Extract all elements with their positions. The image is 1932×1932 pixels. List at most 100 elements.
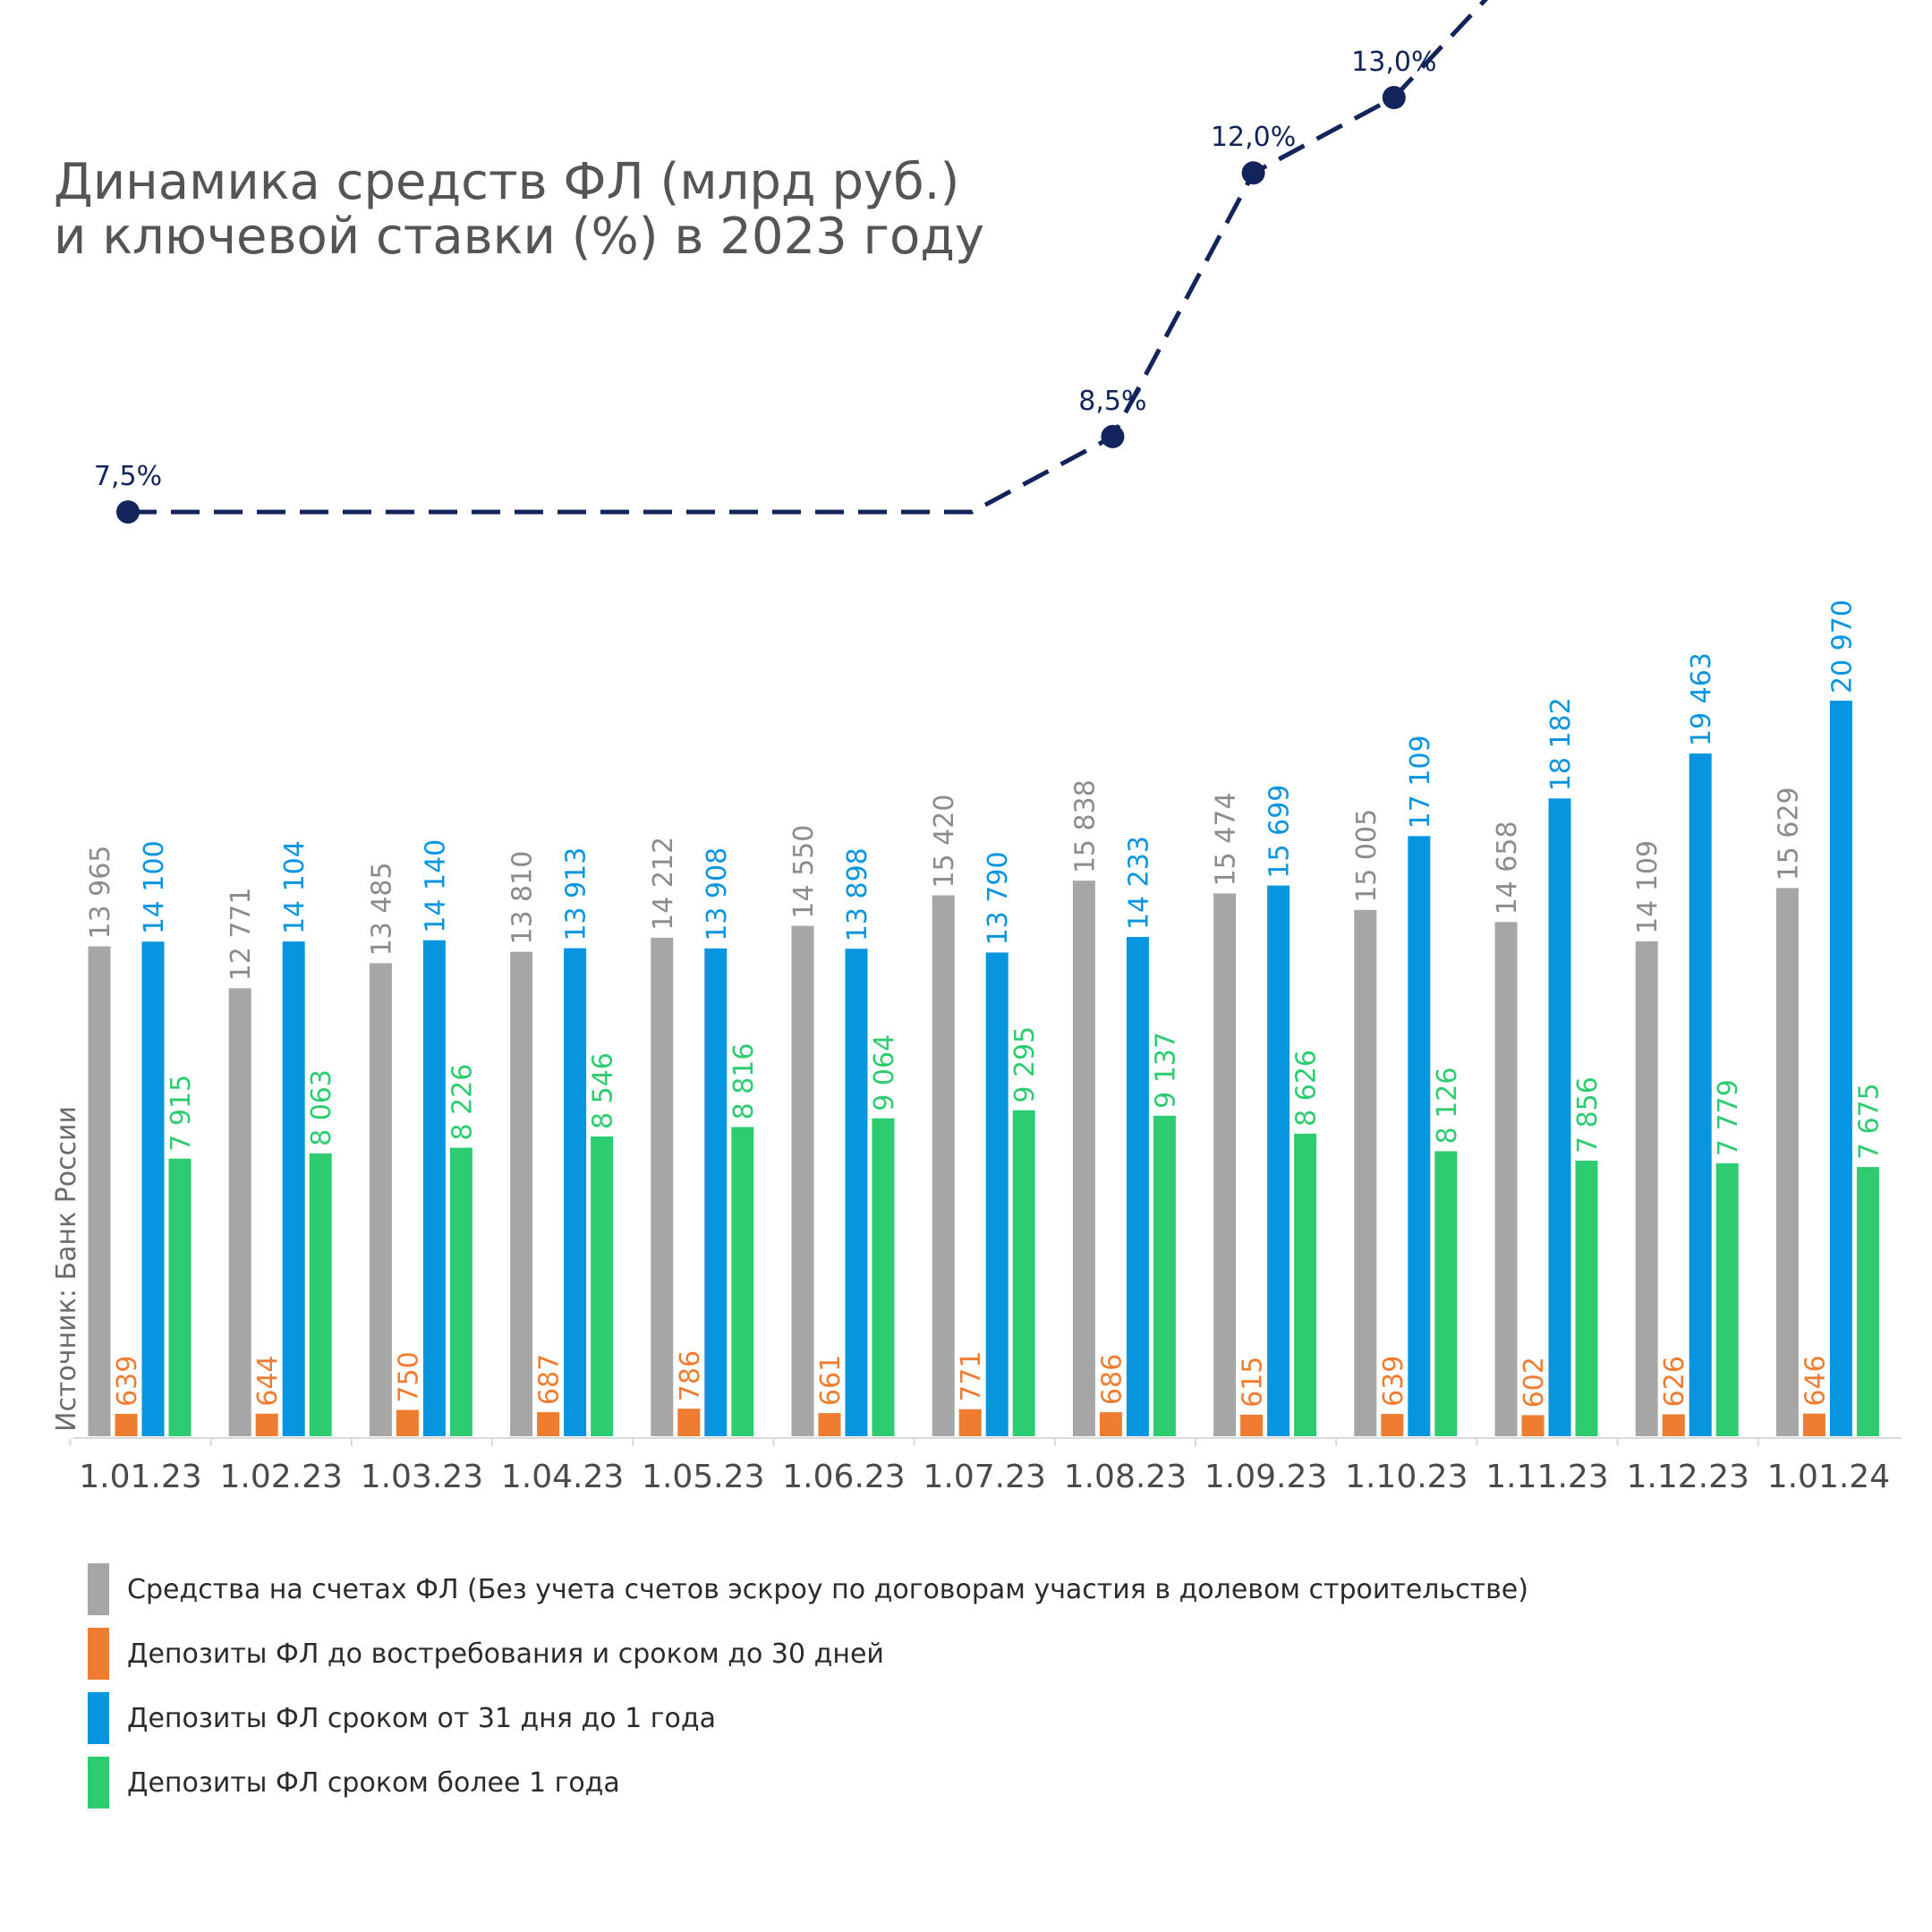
value-label-long-3: 8 546 <box>588 1052 619 1129</box>
key-rate-label-7: 8,5% <box>1078 386 1146 417</box>
value-label-accounts-3: 13 810 <box>507 851 539 945</box>
value-label-accounts-10: 14 658 <box>1492 821 1523 915</box>
value-label-short-5: 13 898 <box>842 847 873 941</box>
legend-swatch-gray <box>88 1563 109 1615</box>
value-label-accounts-12: 15 629 <box>1773 787 1804 881</box>
bar-long-1 <box>309 1153 332 1436</box>
bar-short-11 <box>1689 753 1712 1436</box>
value-label-long-11: 7 779 <box>1713 1079 1744 1156</box>
bar-short-8 <box>1267 885 1290 1436</box>
value-label-accounts-4: 14 212 <box>648 837 679 931</box>
value-label-short-9: 17 109 <box>1405 735 1436 829</box>
value-label-long-1: 8 063 <box>306 1069 337 1146</box>
bar-demand-5 <box>818 1413 841 1436</box>
bar-accounts-5 <box>791 925 814 1436</box>
value-label-short-3: 13 913 <box>561 847 592 941</box>
bar-short-10 <box>1548 798 1571 1436</box>
bar-accounts-2 <box>369 963 392 1436</box>
value-label-demand-3: 687 <box>534 1354 566 1405</box>
legend-label-long-deposits: Депозиты ФЛ сроком более 1 года <box>127 1766 620 1799</box>
value-label-long-12: 7 675 <box>1853 1083 1885 1160</box>
bar-accounts-8 <box>1213 893 1237 1436</box>
value-label-demand-1: 644 <box>252 1355 284 1406</box>
x-tick-label-5: 1.06.23 <box>782 1459 905 1495</box>
value-label-long-5: 9 064 <box>869 1034 900 1111</box>
legend-item-long-deposits: Депозиты ФЛ сроком более 1 года <box>88 1750 1528 1815</box>
bar-demand-2 <box>396 1409 419 1436</box>
value-label-demand-2: 750 <box>393 1351 424 1402</box>
value-label-long-9: 8 126 <box>1432 1068 1463 1145</box>
value-label-short-12: 20 970 <box>1826 600 1858 694</box>
key-rate-label-0: 7,5% <box>94 461 162 492</box>
bar-long-4 <box>731 1127 754 1436</box>
key-rate-marker-8 <box>1241 161 1265 185</box>
bar-groups: 13 965 639 14 100 7 915 12 771 644 14 104 8 063… <box>85 600 1885 1436</box>
legend-item-demand-deposits: Депозиты ФЛ до востребования и сроком до… <box>88 1621 1528 1686</box>
x-tick-label-4: 1.05.23 <box>642 1459 764 1495</box>
source-note: Источник: Банк России <box>51 1106 82 1432</box>
bar-long-11 <box>1715 1163 1739 1436</box>
x-tick-label-2: 1.03.23 <box>361 1459 483 1495</box>
bar-short-4 <box>704 948 728 1436</box>
value-label-short-1: 14 104 <box>279 840 311 934</box>
bar-long-10 <box>1575 1161 1598 1436</box>
value-label-accounts-2: 13 485 <box>366 862 397 956</box>
chart-title: Динамика средств ФЛ (млрд руб.) и ключев… <box>54 153 984 266</box>
chart-title-line-1: Динамика средств ФЛ (млрд руб.) <box>54 153 959 211</box>
key-rate-label-8: 12,0% <box>1211 122 1296 153</box>
bar-demand-10 <box>1521 1415 1545 1436</box>
value-label-short-8: 15 699 <box>1264 785 1296 879</box>
value-label-short-11: 19 463 <box>1686 652 1717 746</box>
x-axis-ticks: 1.01.23 1.02.23 1.03.23 1.04.23 1.05.23 1.06.… <box>69 1438 1890 1495</box>
value-label-long-8: 8 626 <box>1291 1050 1323 1127</box>
bar-short-0 <box>141 941 165 1436</box>
bar-long-3 <box>591 1136 614 1436</box>
x-tick-label-8: 1.09.23 <box>1204 1459 1327 1495</box>
value-label-accounts-1: 12 771 <box>226 887 257 981</box>
x-tick-label-0: 1.01.23 <box>79 1459 201 1495</box>
value-label-demand-7: 686 <box>1096 1354 1128 1405</box>
x-tick-label-11: 1.12.23 <box>1626 1459 1749 1495</box>
legend: Средства на счетах ФЛ (Без учета счетов … <box>88 1557 1528 1815</box>
bar-long-0 <box>168 1158 191 1436</box>
bar-accounts-6 <box>932 895 955 1436</box>
value-label-short-4: 13 908 <box>702 847 733 941</box>
bar-short-6 <box>985 952 1009 1436</box>
bar-short-9 <box>1408 836 1431 1436</box>
value-label-short-0: 14 100 <box>139 840 170 934</box>
bar-accounts-7 <box>1072 881 1095 1436</box>
legend-swatch-blue <box>88 1692 109 1744</box>
value-label-demand-12: 646 <box>1800 1355 1831 1406</box>
bar-accounts-1 <box>228 988 251 1436</box>
x-tick-label-7: 1.08.23 <box>1064 1459 1187 1495</box>
value-label-accounts-7: 15 838 <box>1069 779 1101 873</box>
value-label-short-10: 18 182 <box>1545 697 1577 791</box>
x-tick-label-3: 1.04.23 <box>501 1459 624 1495</box>
value-label-short-7: 14 233 <box>1123 836 1154 930</box>
key-rate-marker-7 <box>1101 424 1125 448</box>
value-label-long-7: 9 137 <box>1150 1032 1181 1109</box>
value-label-long-4: 8 816 <box>728 1043 760 1120</box>
bar-short-2 <box>422 940 446 1436</box>
value-label-short-6: 13 790 <box>983 851 1014 945</box>
bar-demand-6 <box>958 1409 982 1436</box>
legend-swatch-orange <box>88 1628 109 1680</box>
value-label-long-0: 7 915 <box>166 1075 197 1152</box>
key-rate-line: 7,5%8,5%12,0%13,0%15,0%16,0% <box>94 0 1488 524</box>
bar-short-12 <box>1829 700 1852 1436</box>
bar-short-7 <box>1126 937 1149 1436</box>
bar-long-5 <box>872 1118 895 1436</box>
value-label-demand-11: 626 <box>1659 1356 1690 1407</box>
x-tick-label-1: 1.02.23 <box>219 1459 342 1495</box>
x-tick-label-9: 1.10.23 <box>1345 1459 1468 1495</box>
bar-long-6 <box>1012 1110 1035 1436</box>
bar-demand-7 <box>1099 1412 1122 1436</box>
bar-long-7 <box>1153 1115 1176 1436</box>
legend-item-accounts: Средства на счетах ФЛ (Без учета счетов … <box>88 1557 1528 1621</box>
key-rate-marker-9 <box>1382 86 1406 109</box>
legend-label-demand-deposits: Депозиты ФЛ до востребования и сроком до… <box>127 1638 884 1670</box>
key-rate-label-9: 13,0% <box>1351 47 1436 78</box>
x-tick-label-6: 1.07.23 <box>923 1459 1045 1495</box>
bar-long-2 <box>449 1147 472 1436</box>
value-label-demand-5: 661 <box>815 1355 847 1406</box>
